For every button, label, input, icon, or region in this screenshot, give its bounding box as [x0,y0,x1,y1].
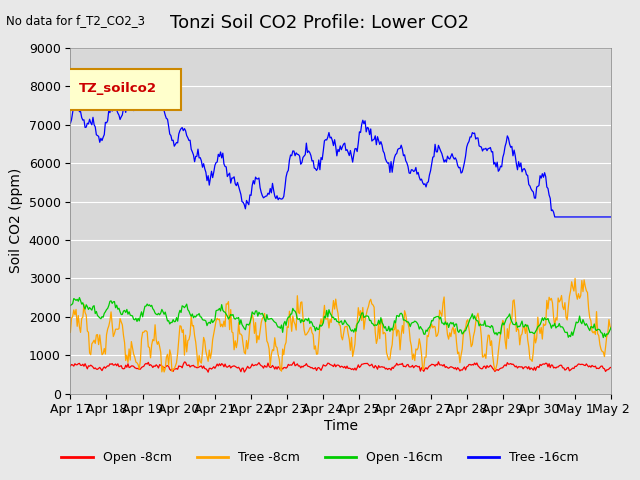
Text: No data for f_T2_CO2_3: No data for f_T2_CO2_3 [6,14,145,27]
X-axis label: Time: Time [324,419,358,433]
Legend: Open -8cm, Tree -8cm, Open -16cm, Tree -16cm: Open -8cm, Tree -8cm, Open -16cm, Tree -… [56,446,584,469]
Text: Tonzi Soil CO2 Profile: Lower CO2: Tonzi Soil CO2 Profile: Lower CO2 [170,14,470,33]
Text: TZ_soilco2: TZ_soilco2 [79,82,157,96]
FancyBboxPatch shape [68,69,181,110]
Y-axis label: Soil CO2 (ppm): Soil CO2 (ppm) [9,168,23,274]
